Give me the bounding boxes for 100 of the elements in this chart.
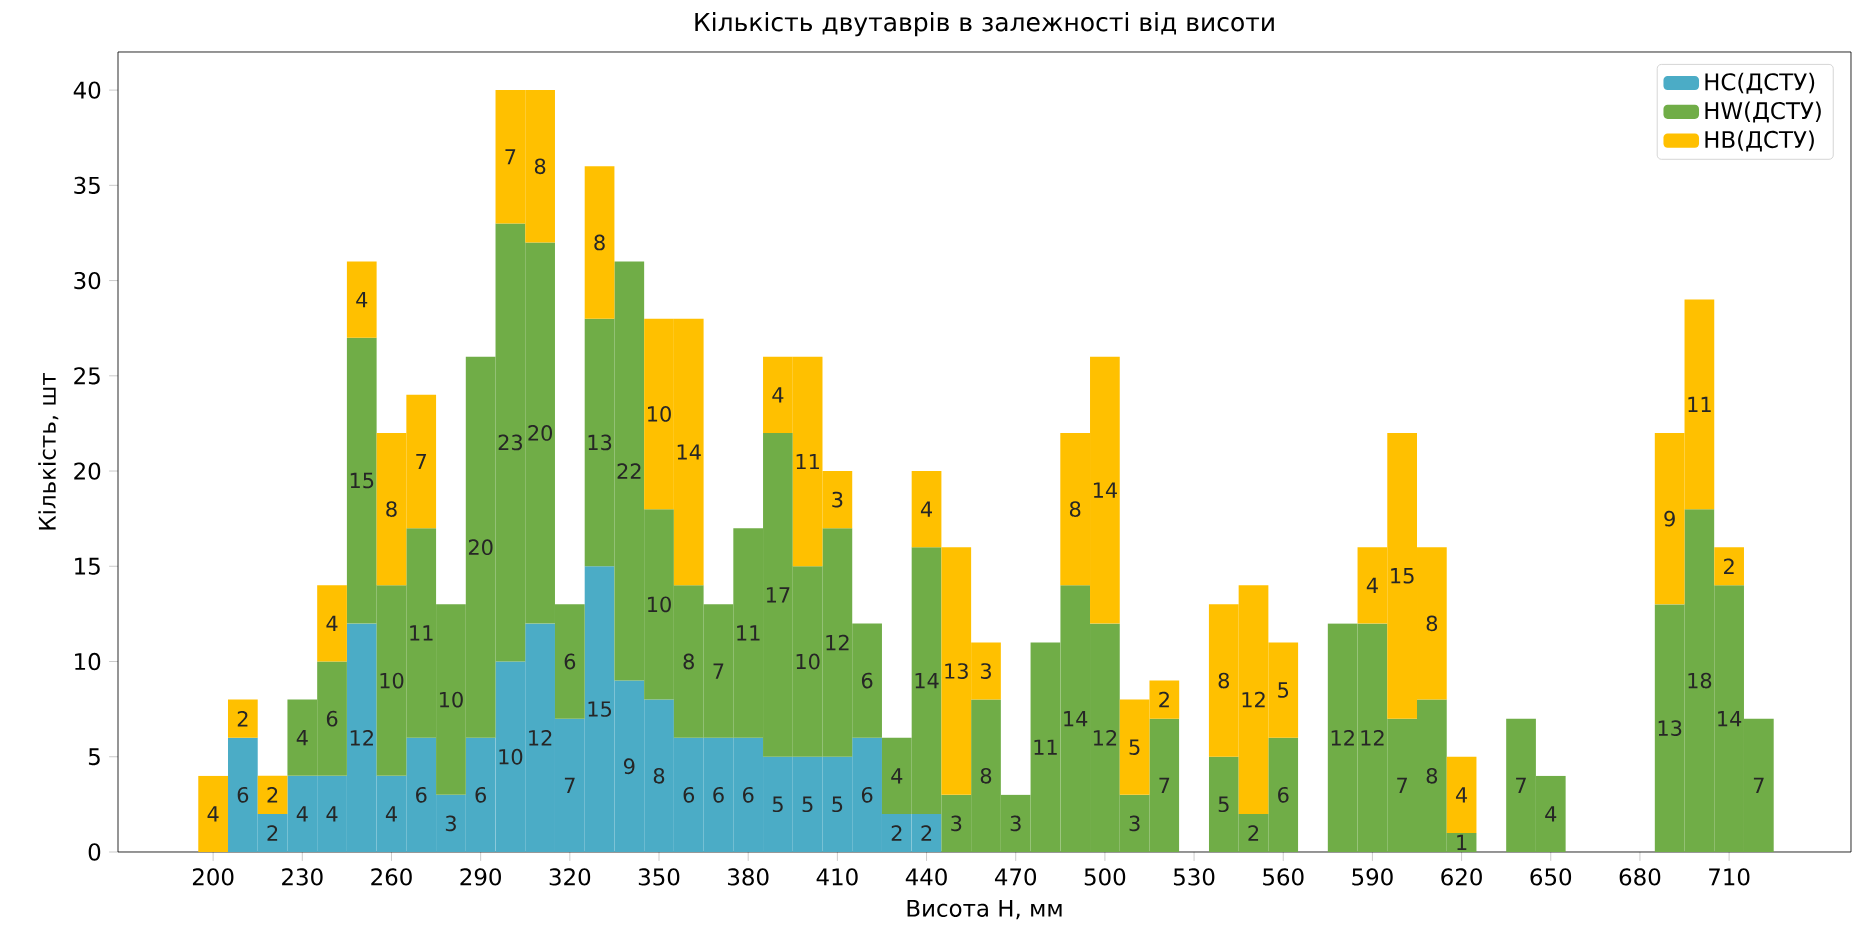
bar xyxy=(227,699,258,738)
x-tick-label: 290 xyxy=(460,868,501,886)
data-label: 2 xyxy=(1159,691,1169,708)
data-label: 13 xyxy=(945,663,968,679)
data-label: 4 xyxy=(356,292,368,308)
data-label: 6 xyxy=(237,786,249,803)
data-label: 6 xyxy=(416,786,427,803)
y-tick-label: 15 xyxy=(75,557,100,575)
data-label: 7 xyxy=(1397,777,1407,793)
data-label: 8 xyxy=(534,158,546,175)
data-label: 4 xyxy=(1366,577,1378,593)
data-label: 9 xyxy=(623,758,635,775)
data-label: 2 xyxy=(921,825,932,841)
data-label: 6 xyxy=(713,786,724,803)
data-label: 3 xyxy=(1010,815,1021,832)
data-label: 5 xyxy=(1129,739,1140,755)
data-label: 4 xyxy=(326,806,338,822)
data-label: 12 xyxy=(529,729,552,746)
data-label: 8 xyxy=(1218,672,1229,689)
y-tick-label: 30 xyxy=(74,271,101,290)
data-label: 8 xyxy=(594,234,605,251)
data-label: 12 xyxy=(1093,729,1117,746)
x-tick-label: 590 xyxy=(1352,868,1393,886)
data-label: 13 xyxy=(1658,720,1682,737)
data-label: 4 xyxy=(1545,806,1557,822)
x-tick-label: 260 xyxy=(371,868,412,886)
x-tick-label: 710 xyxy=(1709,868,1750,886)
data-label: 4 xyxy=(326,615,338,632)
data-label: 14 xyxy=(915,672,939,689)
bar xyxy=(1714,547,1744,586)
x-tick-label: 500 xyxy=(1084,868,1126,886)
data-label: 6 xyxy=(683,786,695,803)
bar xyxy=(257,775,288,814)
data-label: 7 xyxy=(416,453,427,470)
data-label: 7 xyxy=(564,777,575,793)
data-label: 14 xyxy=(1093,482,1117,498)
y-tick-label: 0 xyxy=(88,843,101,861)
data-label: 8 xyxy=(980,767,992,784)
data-label: 15 xyxy=(1391,568,1414,584)
data-label: 20 xyxy=(528,425,552,441)
bar xyxy=(584,166,615,319)
data-label: 4 xyxy=(207,806,219,822)
data-label: 15 xyxy=(588,701,611,717)
data-label: 20 xyxy=(468,539,493,556)
data-label: 8 xyxy=(1426,767,1438,784)
data-label: 2 xyxy=(891,825,902,841)
data-label: 23 xyxy=(498,434,522,451)
data-label: 4 xyxy=(1455,787,1468,803)
data-label: 11 xyxy=(737,625,760,641)
data-label: 7 xyxy=(1516,777,1526,793)
data-label: 12 xyxy=(1331,729,1354,746)
data-label: 4 xyxy=(296,730,308,746)
y-axis-title: Кількість, шт xyxy=(38,373,59,530)
data-label: 13 xyxy=(588,434,612,451)
y-tick-label: 5 xyxy=(88,748,100,766)
data-label: 12 xyxy=(1361,729,1384,746)
data-label: 8 xyxy=(683,653,694,670)
y-tick-label: 35 xyxy=(74,176,100,194)
data-label: 5 xyxy=(802,796,813,813)
data-label: 6 xyxy=(1278,786,1289,803)
data-label: 11 xyxy=(410,625,433,641)
data-label: 8 xyxy=(386,501,397,518)
data-label: 12 xyxy=(826,634,849,651)
legend-label: HC(ДСТУ) xyxy=(1705,72,1815,94)
bar xyxy=(1446,756,1477,833)
x-tick-label: 380 xyxy=(728,868,769,886)
data-label: 2 xyxy=(237,710,248,727)
data-label: 7 xyxy=(1753,777,1764,793)
y-tick-label: 20 xyxy=(74,462,101,480)
data-label: 7 xyxy=(505,149,516,165)
data-label: 12 xyxy=(1242,691,1265,708)
data-label: 22 xyxy=(617,463,641,479)
data-label: 10 xyxy=(499,748,523,765)
x-axis-title: Висота H, мм xyxy=(907,899,1062,920)
x-tick-label: 530 xyxy=(1173,868,1215,886)
data-label: 3 xyxy=(832,491,843,508)
data-label: 15 xyxy=(350,472,374,489)
data-label: 5 xyxy=(1278,682,1289,698)
y-tick-label: 25 xyxy=(74,367,100,385)
data-label: 10 xyxy=(380,672,404,689)
data-label: 6 xyxy=(743,786,754,803)
data-label: 5 xyxy=(832,796,843,813)
data-label: 2 xyxy=(1248,825,1259,841)
data-label: 4 xyxy=(920,501,932,517)
x-tick-label: 320 xyxy=(549,868,591,886)
data-label: 17 xyxy=(766,587,790,603)
x-tick-label: 470 xyxy=(994,868,1037,886)
bar xyxy=(346,261,377,338)
data-label: 8 xyxy=(1426,615,1438,632)
data-label: 14 xyxy=(1064,711,1088,727)
x-tick-label: 410 xyxy=(816,868,858,886)
data-label: 5 xyxy=(772,796,783,813)
data-label: 2 xyxy=(267,787,278,803)
data-label: 10 xyxy=(648,596,671,613)
data-label: 1 xyxy=(1457,834,1467,851)
data-label: 3 xyxy=(951,815,962,832)
x-tick-label: 680 xyxy=(1619,868,1661,886)
data-label: 6 xyxy=(861,786,873,803)
x-tick-label: 350 xyxy=(638,868,680,886)
bar xyxy=(911,471,942,548)
